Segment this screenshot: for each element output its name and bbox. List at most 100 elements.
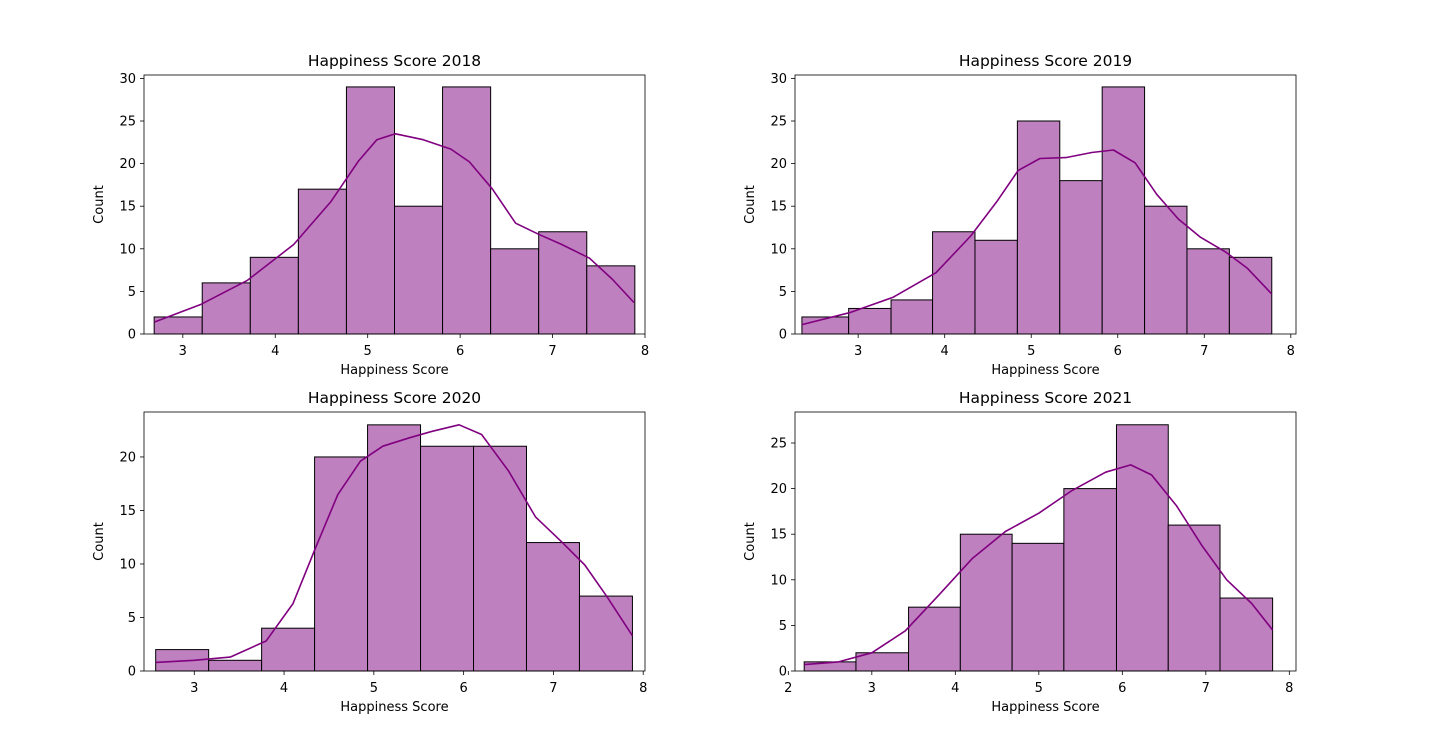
histogram-bar xyxy=(1101,86,1146,335)
x-tick-label: 4 xyxy=(280,681,288,696)
y-tick-label: 0 xyxy=(779,665,787,680)
x-tick-label: 8 xyxy=(1287,344,1295,359)
y-axis-label: Count xyxy=(743,522,758,561)
y-tick-label: 5 xyxy=(779,285,787,300)
y-tick-label: 20 xyxy=(770,482,787,497)
y-tick-label: 0 xyxy=(128,328,136,343)
histogram-bar xyxy=(1016,120,1061,335)
x-tick-label: 3 xyxy=(854,344,862,359)
kde-curve xyxy=(155,423,634,664)
histogram-panel-4: 2 3 4 5 6 7 8 0 5 10 15 20 25 Happiness Score 2021 Hap… xyxy=(743,389,1297,715)
x-tick-label: 8 xyxy=(1285,681,1293,696)
histogram-bar xyxy=(442,86,492,335)
x-tick-label: 3 xyxy=(868,681,876,696)
x-tick-label: 5 xyxy=(364,344,372,359)
histogram-bar xyxy=(578,595,633,672)
chart-title: Happiness Score 2019 xyxy=(959,52,1132,70)
histogram-bar xyxy=(473,445,527,672)
x-tick-label: 3 xyxy=(179,344,187,359)
histogram-bar xyxy=(1063,488,1117,672)
x-axis-label: Happiness Score xyxy=(991,700,1099,715)
histogram-bar xyxy=(1219,597,1274,672)
histogram-bar xyxy=(1115,424,1169,672)
axes-frame xyxy=(794,74,1297,335)
y-tick-label: 10 xyxy=(119,242,136,257)
y-tick-label: 0 xyxy=(128,665,136,680)
histogram-bar xyxy=(525,542,580,672)
histogram-bar xyxy=(208,659,263,672)
histogram-bar xyxy=(249,256,299,335)
axes-frame xyxy=(143,411,646,672)
x-tick-label: 5 xyxy=(1035,681,1043,696)
x-tick-label: 4 xyxy=(271,344,279,359)
x-tick-label: 7 xyxy=(549,681,557,696)
histogram-bar xyxy=(908,606,961,672)
histogram-bar xyxy=(1186,248,1230,335)
kde-curve xyxy=(153,133,635,323)
x-tick-label: 3 xyxy=(190,681,198,696)
x-tick-label: 7 xyxy=(548,344,556,359)
y-tick-label: 25 xyxy=(770,437,787,452)
x-tick-label: 5 xyxy=(1027,344,1035,359)
x-axis-label: Happiness Score xyxy=(340,700,448,715)
axes-frame xyxy=(143,74,646,335)
y-axis-label: Count xyxy=(92,185,107,224)
x-tick-label: 7 xyxy=(1200,344,1208,359)
y-tick-label: 10 xyxy=(770,573,787,588)
y-tick-label: 20 xyxy=(119,157,136,172)
x-tick-label: 7 xyxy=(1202,681,1210,696)
y-tick-label: 25 xyxy=(770,115,787,130)
x-tick-label: 8 xyxy=(639,681,647,696)
x-tick-label: 6 xyxy=(1118,681,1126,696)
histogram-bar xyxy=(420,445,475,672)
y-tick-label: 15 xyxy=(119,200,136,215)
y-tick-label: 20 xyxy=(119,450,136,465)
y-tick-label: 25 xyxy=(119,115,136,130)
histogram-bar xyxy=(1228,256,1273,335)
chart-title: Happiness Score 2018 xyxy=(308,52,481,70)
y-tick-label: 10 xyxy=(770,242,787,257)
histogram-bar xyxy=(1011,542,1065,672)
histogram-bar xyxy=(1144,205,1188,335)
histogram-bar xyxy=(538,231,588,335)
histogram-panel-1: 3 4 5 6 7 8 0 5 10 15 20 25 30 Happiness Score 2018 Ha… xyxy=(92,52,649,378)
y-tick-label: 0 xyxy=(779,328,787,343)
y-tick-label: 15 xyxy=(119,504,136,519)
x-tick-label: 4 xyxy=(951,681,959,696)
y-tick-label: 30 xyxy=(119,72,136,87)
kde-curve xyxy=(804,464,1274,666)
x-tick-label: 2 xyxy=(784,681,792,696)
y-tick-label: 15 xyxy=(770,528,787,543)
histogram-bar xyxy=(586,265,636,335)
y-axis-label: Count xyxy=(743,185,758,224)
histogram-bar xyxy=(314,456,369,672)
y-tick-label: 5 xyxy=(779,619,787,634)
x-axis-label: Happiness Score xyxy=(991,363,1099,378)
histogram-bar xyxy=(1059,180,1103,335)
chart-title: Happiness Score 2020 xyxy=(308,389,481,407)
y-tick-label: 5 xyxy=(128,285,136,300)
histogram-bar xyxy=(890,299,934,335)
chart-title: Happiness Score 2021 xyxy=(959,389,1132,407)
histogram-bar xyxy=(1167,524,1221,672)
y-tick-label: 30 xyxy=(770,72,787,87)
histogram-bar xyxy=(345,86,396,335)
x-axis-label: Happiness Score xyxy=(340,363,448,378)
y-tick-label: 5 xyxy=(128,611,136,626)
histogram-bar xyxy=(932,231,976,335)
histogram-bar xyxy=(848,307,892,335)
histogram-bar xyxy=(959,533,1013,672)
x-tick-label: 4 xyxy=(941,344,949,359)
histogram-bar xyxy=(297,188,347,335)
axes-frame xyxy=(794,411,1297,672)
x-tick-label: 8 xyxy=(641,344,649,359)
y-tick-label: 20 xyxy=(770,157,787,172)
y-axis-label: Count xyxy=(92,522,107,561)
x-tick-label: 6 xyxy=(1114,344,1122,359)
histogram-bar xyxy=(490,248,540,335)
x-tick-label: 5 xyxy=(370,681,378,696)
histogram-bar xyxy=(261,627,316,672)
histogram-panel-3: 3 4 5 6 7 8 0 5 10 15 20 Happiness Score 2020 Happin… xyxy=(92,389,647,715)
y-tick-label: 10 xyxy=(119,557,136,572)
